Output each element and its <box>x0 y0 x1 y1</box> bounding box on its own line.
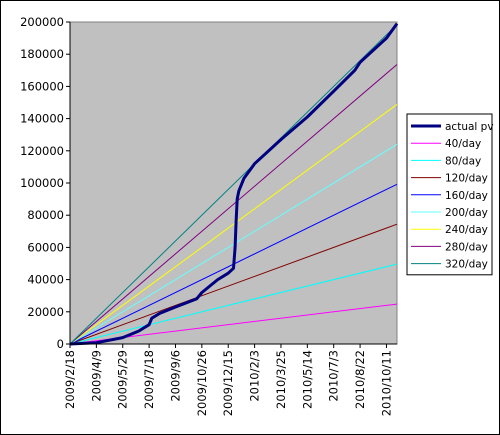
y-tick-label: 20000 <box>27 305 64 319</box>
legend-label: 280/day <box>445 241 488 253</box>
y-axis-ticks: 0 20000 40000 60000 80000 100000 120000 140000 1… <box>20 15 70 351</box>
y-tick-label: 60000 <box>27 240 64 254</box>
x-tick-label: 2010/2/3 <box>248 350 262 402</box>
y-tick-label: 80000 <box>27 208 64 222</box>
series-line-320-per-day <box>69 24 398 345</box>
series-line-80-per-day <box>69 263 398 345</box>
series-line-actual-pv <box>69 22 399 346</box>
legend-box <box>406 113 493 276</box>
legend-label: 200/day <box>445 207 488 219</box>
series-line-120-per-day <box>69 223 398 345</box>
x-tick-label: 2010/5/14 <box>300 350 314 409</box>
legend-label: 80/day <box>445 155 481 167</box>
y-tick-label: 140000 <box>20 112 64 126</box>
x-tick-label: 2010/3/25 <box>274 350 288 409</box>
y-tick-label: 0 <box>57 337 64 351</box>
series-lines <box>69 22 399 346</box>
legend-label: 240/day <box>445 224 488 236</box>
y-tick-label: 200000 <box>20 15 64 29</box>
series-line-280-per-day <box>69 64 398 345</box>
x-axis-ticks: 2009/2/18 2009/4/9 2009/5/29 2009/7/18 2009/… <box>63 344 393 416</box>
x-tick-label: 2010/8/22 <box>353 350 367 409</box>
x-tick-label: 2009/9/6 <box>168 350 182 402</box>
series-line-240-per-day <box>69 104 398 345</box>
legend-label: 120/day <box>445 173 488 185</box>
legend-label: 320/day <box>445 259 488 271</box>
x-tick-label: 2010/10/11 <box>379 350 393 416</box>
x-tick-label: 2009/10/26 <box>195 350 209 416</box>
legend-label: 40/day <box>445 138 481 150</box>
y-tick-label: 180000 <box>20 47 64 61</box>
x-tick-label: 2009/7/18 <box>142 350 156 409</box>
y-tick-label: 120000 <box>20 144 64 158</box>
y-tick-label: 160000 <box>20 79 64 93</box>
legend-label: 160/day <box>445 190 488 202</box>
legend-label: actual pv <box>445 121 494 133</box>
x-tick-label: 2009/5/29 <box>116 350 130 409</box>
x-tick-label: 2009/4/9 <box>89 350 103 402</box>
series-line-200-per-day <box>69 143 398 345</box>
legend: actual pv 40/day 80/day 120/day 160/day 200/d… <box>406 113 494 276</box>
x-tick-label: 2009/2/18 <box>63 350 77 409</box>
x-tick-label: 2009/12/15 <box>221 350 235 416</box>
x-tick-label: 2010/7/3 <box>327 350 341 402</box>
y-tick-label: 100000 <box>20 176 64 190</box>
y-tick-label: 40000 <box>27 273 64 287</box>
